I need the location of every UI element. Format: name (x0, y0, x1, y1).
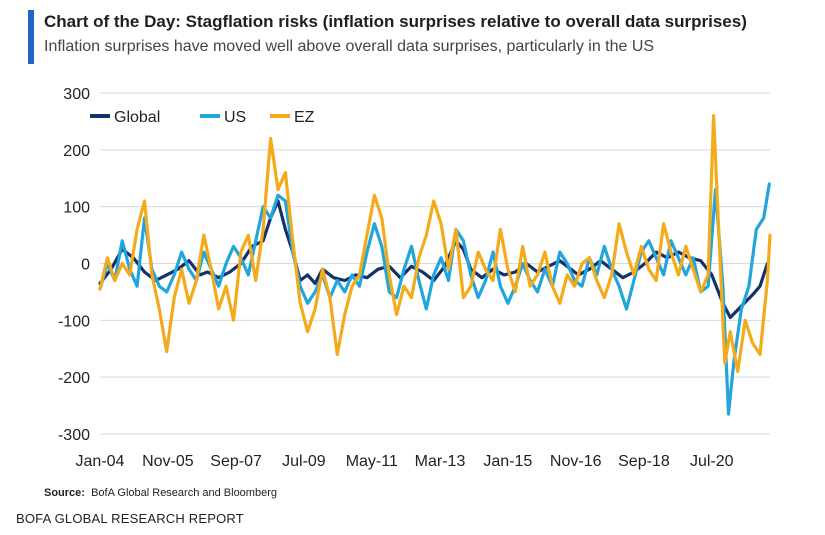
axis-layer: 300 200 100 0 -100 -200 -300 Jan-04 Nov-05 Sep-07… (58, 86, 734, 470)
x-tick-label: Jul-20 (690, 453, 734, 470)
x-tick-label: Jan-04 (76, 453, 125, 470)
x-tick-label: Mar-13 (415, 453, 466, 470)
report-label: BOFA GLOBAL RESEARCH REPORT (16, 511, 244, 526)
source-text: BofA Global Research and Bloomberg (91, 487, 277, 499)
source-label: Source: (44, 487, 85, 499)
x-tick-label: May-11 (346, 453, 398, 470)
line-chart: 300 200 100 0 -100 -200 -300 Jan-04 Nov-05 Sep-07… (58, 86, 772, 470)
x-tick-label: Sep-07 (210, 453, 262, 470)
x-tick-label: Jul-09 (282, 453, 326, 470)
y-tick-label: 300 (63, 86, 90, 103)
legend-label-global: Global (114, 109, 160, 126)
x-tick-label: Jan-15 (483, 453, 532, 470)
x-tick-label: Nov-05 (142, 453, 194, 470)
legend-label-ez: EZ (294, 109, 315, 126)
legend-label-us: US (224, 109, 246, 126)
x-tick-label: Nov-16 (550, 453, 602, 470)
series-line-global (98, 199, 769, 320)
y-tick-label: -300 (58, 427, 90, 444)
source-note: Source: BofA Global Research and Bloombe… (44, 487, 277, 499)
y-tick-label: 200 (63, 143, 90, 160)
chart-title: Chart of the Day: Stagflation risks (inf… (44, 12, 747, 31)
y-tick-label: -100 (58, 313, 90, 330)
y-tick-label: 100 (63, 200, 90, 217)
series-line-ez (98, 114, 772, 374)
y-tick-label: 0 (81, 257, 90, 274)
legend: Global US EZ (90, 109, 315, 126)
title-accent-bar (28, 10, 34, 64)
series-layer (98, 114, 772, 416)
series-line-us (98, 182, 771, 416)
x-tick-label: Sep-18 (618, 453, 670, 470)
chart-subtitle: Inflation surprises have moved well abov… (44, 38, 655, 55)
y-tick-label: -200 (58, 370, 90, 387)
